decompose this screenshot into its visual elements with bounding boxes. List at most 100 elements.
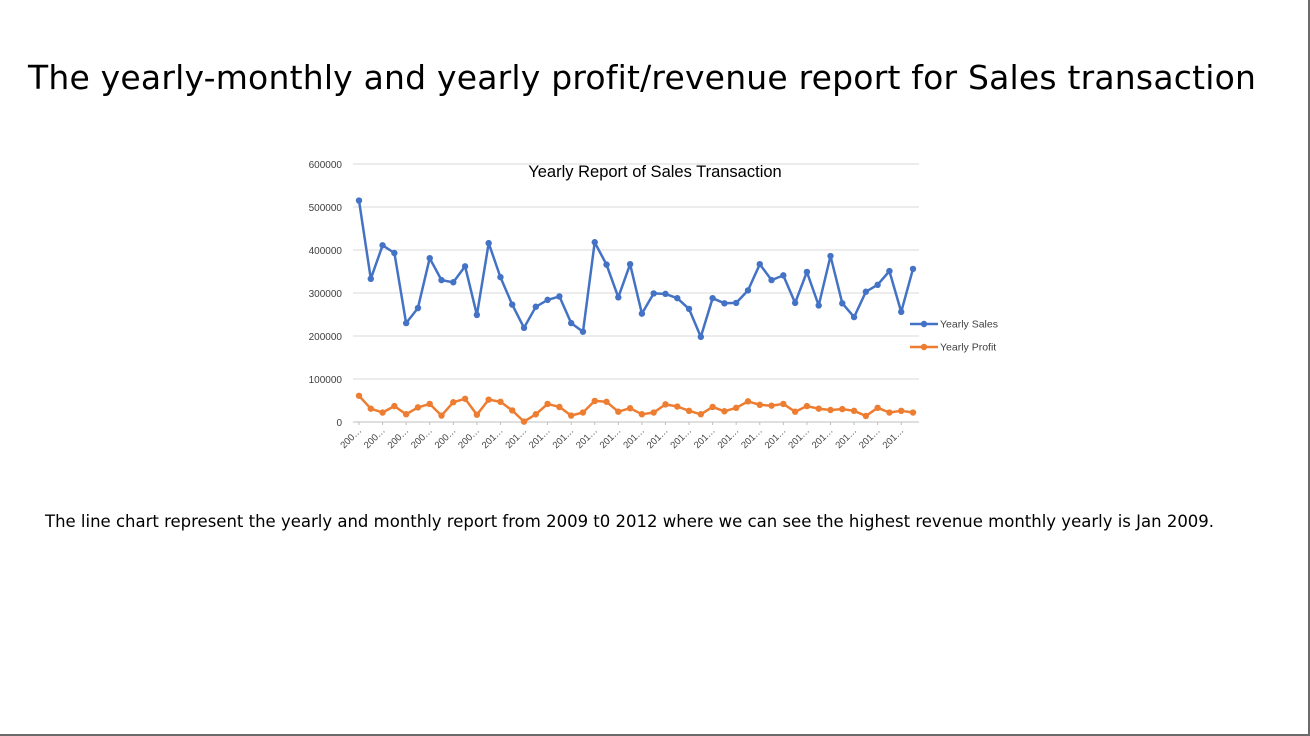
x-axis: 200…200…200…200…200…200…201…201…201…201…… xyxy=(338,422,906,451)
chart-title: Yearly Report of Sales Transaction xyxy=(528,163,781,181)
data-point xyxy=(497,273,504,281)
data-point xyxy=(414,404,422,411)
data-point xyxy=(886,267,893,275)
data-point xyxy=(473,311,481,319)
legend-swatch-marker xyxy=(920,320,928,328)
data-point xyxy=(780,400,787,408)
x-tick-label: 200… xyxy=(338,425,364,451)
data-point xyxy=(485,239,492,247)
line-chart: 0 100000 200000 300000 400000 500000 600000 20… xyxy=(290,150,1020,470)
data-point xyxy=(532,303,540,310)
data-point xyxy=(556,403,563,411)
x-tick-label: 201… xyxy=(621,425,647,451)
data-point xyxy=(768,276,775,284)
data-point xyxy=(450,279,457,286)
data-point xyxy=(414,304,422,312)
y-tick-label: 600000 xyxy=(309,160,343,171)
data-point xyxy=(567,412,575,419)
data-point xyxy=(567,319,575,327)
x-tick-label: 200… xyxy=(433,425,459,451)
x-tick-label: 201… xyxy=(857,425,883,451)
chart-svg: 0 100000 200000 300000 400000 500000 600000 20… xyxy=(309,160,998,451)
x-tick-label: 201… xyxy=(598,425,624,451)
data-point xyxy=(497,398,504,405)
x-tick-label: 201… xyxy=(574,425,600,451)
x-tick-label: 201… xyxy=(551,425,577,451)
data-point xyxy=(509,407,516,414)
x-tick-label: 201… xyxy=(739,425,765,451)
data-point xyxy=(438,276,445,284)
data-point xyxy=(862,288,870,295)
data-point xyxy=(402,319,410,327)
data-point xyxy=(638,411,646,418)
y-tick-label: 500000 xyxy=(309,203,343,214)
data-point xyxy=(685,407,693,415)
data-point xyxy=(874,404,881,412)
data-point xyxy=(791,408,799,415)
data-point xyxy=(674,294,681,302)
data-point xyxy=(874,281,881,289)
data-point xyxy=(626,260,634,268)
data-point xyxy=(815,405,822,412)
data-point xyxy=(450,399,457,406)
legend-label: Yearly Profit xyxy=(940,342,996,354)
data-point xyxy=(391,249,398,257)
data-point xyxy=(662,401,669,408)
data-point xyxy=(626,405,634,412)
data-point xyxy=(509,301,516,308)
data-point xyxy=(485,396,492,403)
data-point xyxy=(391,402,398,410)
data-point xyxy=(520,418,528,425)
data-point xyxy=(886,409,893,416)
data-point xyxy=(791,299,799,307)
data-point xyxy=(709,403,716,411)
data-point xyxy=(402,411,410,418)
data-point xyxy=(603,261,610,268)
x-tick-label: 201… xyxy=(716,425,742,451)
data-point xyxy=(803,402,811,410)
x-tick-label: 200… xyxy=(362,425,388,451)
data-point xyxy=(650,409,657,416)
y-tick-label: 100000 xyxy=(309,375,343,386)
x-tick-label: 201… xyxy=(503,425,529,451)
data-point xyxy=(461,263,469,270)
data-point xyxy=(697,411,705,418)
data-point xyxy=(768,402,775,409)
data-point xyxy=(367,405,374,412)
data-point xyxy=(685,305,693,313)
slide-title: The yearly-monthly and yearly profit/rev… xyxy=(28,58,1257,97)
data-point xyxy=(532,411,540,418)
data-point xyxy=(615,294,622,301)
data-point xyxy=(544,296,551,304)
data-point xyxy=(438,412,445,419)
x-tick-label: 201… xyxy=(645,425,671,451)
x-tick-label: 200… xyxy=(386,425,412,451)
data-point xyxy=(426,254,433,262)
data-point xyxy=(520,324,528,332)
data-point xyxy=(827,252,834,260)
data-point xyxy=(721,300,728,307)
x-tick-label: 201… xyxy=(668,425,694,451)
data-point xyxy=(732,299,740,307)
data-point xyxy=(556,293,563,300)
x-tick-label: 200… xyxy=(409,425,435,451)
legend-label: Yearly Sales xyxy=(940,319,998,331)
data-point xyxy=(461,395,469,402)
data-point xyxy=(744,398,752,405)
data-point xyxy=(780,272,787,279)
x-tick-label: 201… xyxy=(881,425,907,451)
data-point xyxy=(355,197,363,204)
data-point xyxy=(815,302,822,309)
data-point xyxy=(850,313,858,321)
data-point xyxy=(721,408,728,415)
x-tick-label: 201… xyxy=(480,425,506,451)
data-point xyxy=(862,412,870,420)
data-point xyxy=(615,408,622,415)
data-point xyxy=(674,403,681,410)
data-point xyxy=(744,287,752,294)
legend-swatch-marker xyxy=(920,343,928,351)
x-tick-label: 201… xyxy=(692,425,718,451)
data-point xyxy=(827,406,834,414)
x-tick-label: 201… xyxy=(786,425,812,451)
x-tick-label: 201… xyxy=(527,425,553,451)
